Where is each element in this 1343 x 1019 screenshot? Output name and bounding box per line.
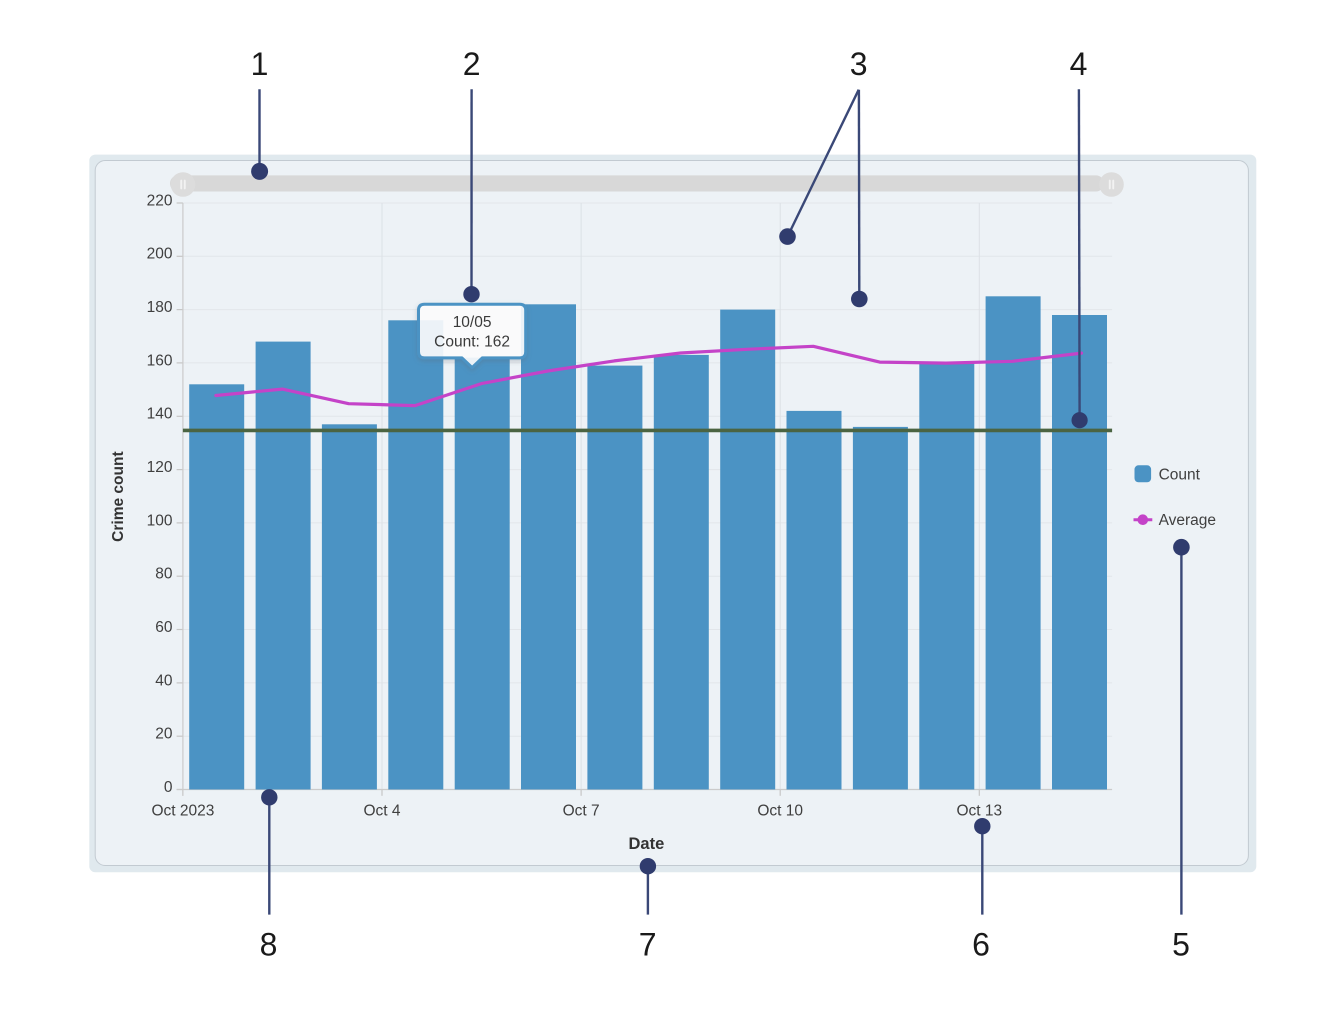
svg-text:200: 200 bbox=[147, 246, 173, 263]
svg-text:80: 80 bbox=[155, 566, 173, 583]
svg-text:Date: Date bbox=[629, 835, 665, 853]
svg-text:40: 40 bbox=[155, 672, 173, 689]
svg-text:Oct 13: Oct 13 bbox=[956, 802, 1002, 819]
svg-text:60: 60 bbox=[155, 619, 173, 636]
svg-text:1: 1 bbox=[251, 46, 269, 82]
svg-text:160: 160 bbox=[147, 352, 173, 369]
svg-text:4: 4 bbox=[1070, 46, 1088, 82]
svg-text:10/05: 10/05 bbox=[453, 314, 492, 331]
svg-text:100: 100 bbox=[147, 512, 173, 529]
svg-text:Oct 2023: Oct 2023 bbox=[151, 802, 214, 819]
svg-text:120: 120 bbox=[147, 459, 173, 476]
svg-text:Count: 162: Count: 162 bbox=[434, 333, 510, 350]
svg-text:Crime count: Crime count bbox=[110, 451, 127, 541]
svg-text:220: 220 bbox=[147, 192, 173, 209]
svg-text:20: 20 bbox=[155, 726, 173, 743]
svg-text:6: 6 bbox=[972, 926, 990, 962]
svg-text:180: 180 bbox=[147, 299, 173, 316]
svg-text:2: 2 bbox=[463, 46, 481, 82]
svg-text:140: 140 bbox=[147, 406, 173, 423]
svg-text:Oct 7: Oct 7 bbox=[563, 802, 600, 819]
svg-text:0: 0 bbox=[164, 779, 173, 796]
svg-text:7: 7 bbox=[639, 926, 657, 962]
svg-text:3: 3 bbox=[850, 46, 868, 82]
svg-text:Oct 10: Oct 10 bbox=[757, 802, 803, 819]
svg-text:Count: Count bbox=[1159, 466, 1201, 483]
svg-text:Average: Average bbox=[1159, 512, 1216, 529]
svg-text:Oct 4: Oct 4 bbox=[363, 802, 400, 819]
svg-text:8: 8 bbox=[260, 926, 278, 962]
svg-text:5: 5 bbox=[1172, 926, 1190, 962]
